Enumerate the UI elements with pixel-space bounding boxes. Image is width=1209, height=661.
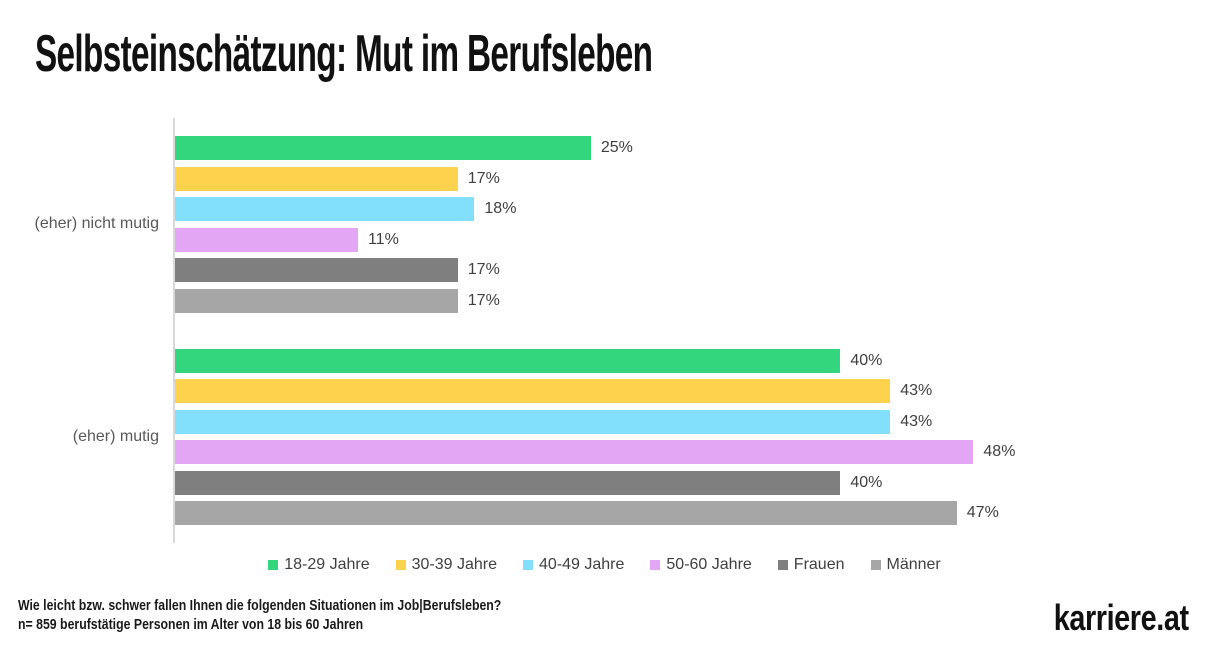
- legend-item-18-29-jahre: 18-29 Jahre: [268, 556, 370, 574]
- bar-value-label: 25%: [600, 139, 633, 156]
- legend-swatch-icon: [523, 560, 534, 570]
- bar-18-29-jahre: [175, 348, 841, 373]
- bar-18-29-jahre: [175, 136, 591, 160]
- bar-value-label: 47%: [966, 504, 999, 521]
- bar-row-30-39-jahre: 17%: [175, 166, 1173, 191]
- bar-row-frauen: 17%: [175, 258, 1173, 282]
- legend-item-frauen: Frauen: [777, 556, 845, 574]
- bar-frauen: [175, 258, 458, 282]
- bar-value-label: 40%: [850, 473, 883, 491]
- category-label-nicht-mutig: (eher) nicht mutig: [34, 215, 160, 233]
- bar-frauen: [175, 470, 841, 495]
- bar-value-label: 43%: [900, 382, 933, 399]
- bar-row-männer: 17%: [175, 288, 1173, 313]
- bar-row-40-49-jahre: 18%: [175, 197, 1173, 221]
- bar-50-60-jahre: [175, 440, 974, 464]
- karriere-at-logo: karriere.at: [1054, 597, 1189, 638]
- bar-30-39-jahre: [175, 379, 891, 403]
- bar-row-18-29-jahre: 25%: [175, 136, 1173, 160]
- bar-row-30-39-jahre: 43%: [175, 379, 1173, 403]
- chart-title: Selbsteinschätzung: Mut im Berufsleben: [35, 25, 653, 83]
- category-bars-mutig: 40% 43% 43% 48% 40% 47%: [173, 348, 1173, 525]
- y-axis-line: [173, 118, 175, 543]
- bar-value-label: 11%: [367, 230, 399, 248]
- legend-item-männer: Männer: [870, 556, 941, 574]
- legend-item-50-60-jahre: 50-60 Jahre: [650, 556, 752, 574]
- category-bars-nicht-mutig: 25% 17% 18% 11% 17% 17%: [173, 136, 1173, 313]
- legend-swatch-icon: [777, 560, 788, 570]
- bar-row-18-29-jahre: 40%: [175, 348, 1173, 373]
- bar-40-49-jahre: [175, 409, 891, 434]
- category-group-mutig: (eher) mutig 40% 43% 43% 48% 40% 47%: [0, 348, 1190, 525]
- legend-swatch-icon: [650, 560, 661, 570]
- legend-label: Frauen: [793, 556, 845, 573]
- category-label-mutig: (eher) mutig: [72, 427, 159, 445]
- legend-label: 40-49 Jahre: [539, 556, 625, 573]
- plot-area: (eher) nicht mutig 25% 17% 18% 11% 17% 17% (e…: [0, 118, 1190, 543]
- legend-label: 18-29 Jahre: [284, 556, 370, 573]
- bar-value-label: 18%: [484, 200, 517, 217]
- bar-value-label: 40%: [850, 351, 883, 369]
- footnote-question: Wie leicht bzw. schwer fallen Ihnen die …: [18, 597, 502, 614]
- bar-value-label: 48%: [983, 443, 1016, 460]
- bar-30-39-jahre: [175, 166, 458, 191]
- legend-swatch-icon: [395, 560, 406, 570]
- bar-row-50-60-jahre: 11%: [175, 227, 1173, 252]
- bar-value-label: 17%: [467, 169, 500, 187]
- bar-value-label: 43%: [900, 412, 933, 430]
- bar-row-frauen: 40%: [175, 470, 1173, 495]
- bar-40-49-jahre: [175, 197, 475, 221]
- legend-item-30-39-jahre: 30-39 Jahre: [395, 556, 498, 574]
- bar-value-label: 17%: [467, 261, 500, 278]
- legend-swatch-icon: [870, 560, 881, 570]
- chart-legend: 18-29 Jahre 30-39 Jahre 40-49 Jahre 50-60 J…: [0, 556, 1209, 574]
- legend-label: 50-60 Jahre: [666, 556, 752, 573]
- legend-label: 30-39 Jahre: [411, 556, 498, 573]
- bar-männer: [175, 288, 458, 313]
- bar-value-label: 17%: [467, 291, 500, 309]
- footnote-sample: n= 859 berufstätige Personen im Alter vo…: [18, 616, 364, 633]
- bar-row-50-60-jahre: 48%: [175, 440, 1173, 464]
- bar-männer: [175, 501, 957, 525]
- bar-50-60-jahre: [175, 227, 358, 252]
- legend-item-40-49-jahre: 40-49 Jahre: [523, 556, 624, 574]
- bar-row-40-49-jahre: 43%: [175, 409, 1173, 434]
- category-group-nicht-mutig: (eher) nicht mutig 25% 17% 18% 11% 17% 17%: [0, 136, 1190, 313]
- legend-label: Männer: [886, 556, 941, 573]
- bar-row-männer: 47%: [175, 501, 1173, 525]
- legend-swatch-icon: [268, 560, 279, 570]
- footnote: Wie leicht bzw. schwer fallen Ihnen die …: [18, 596, 501, 634]
